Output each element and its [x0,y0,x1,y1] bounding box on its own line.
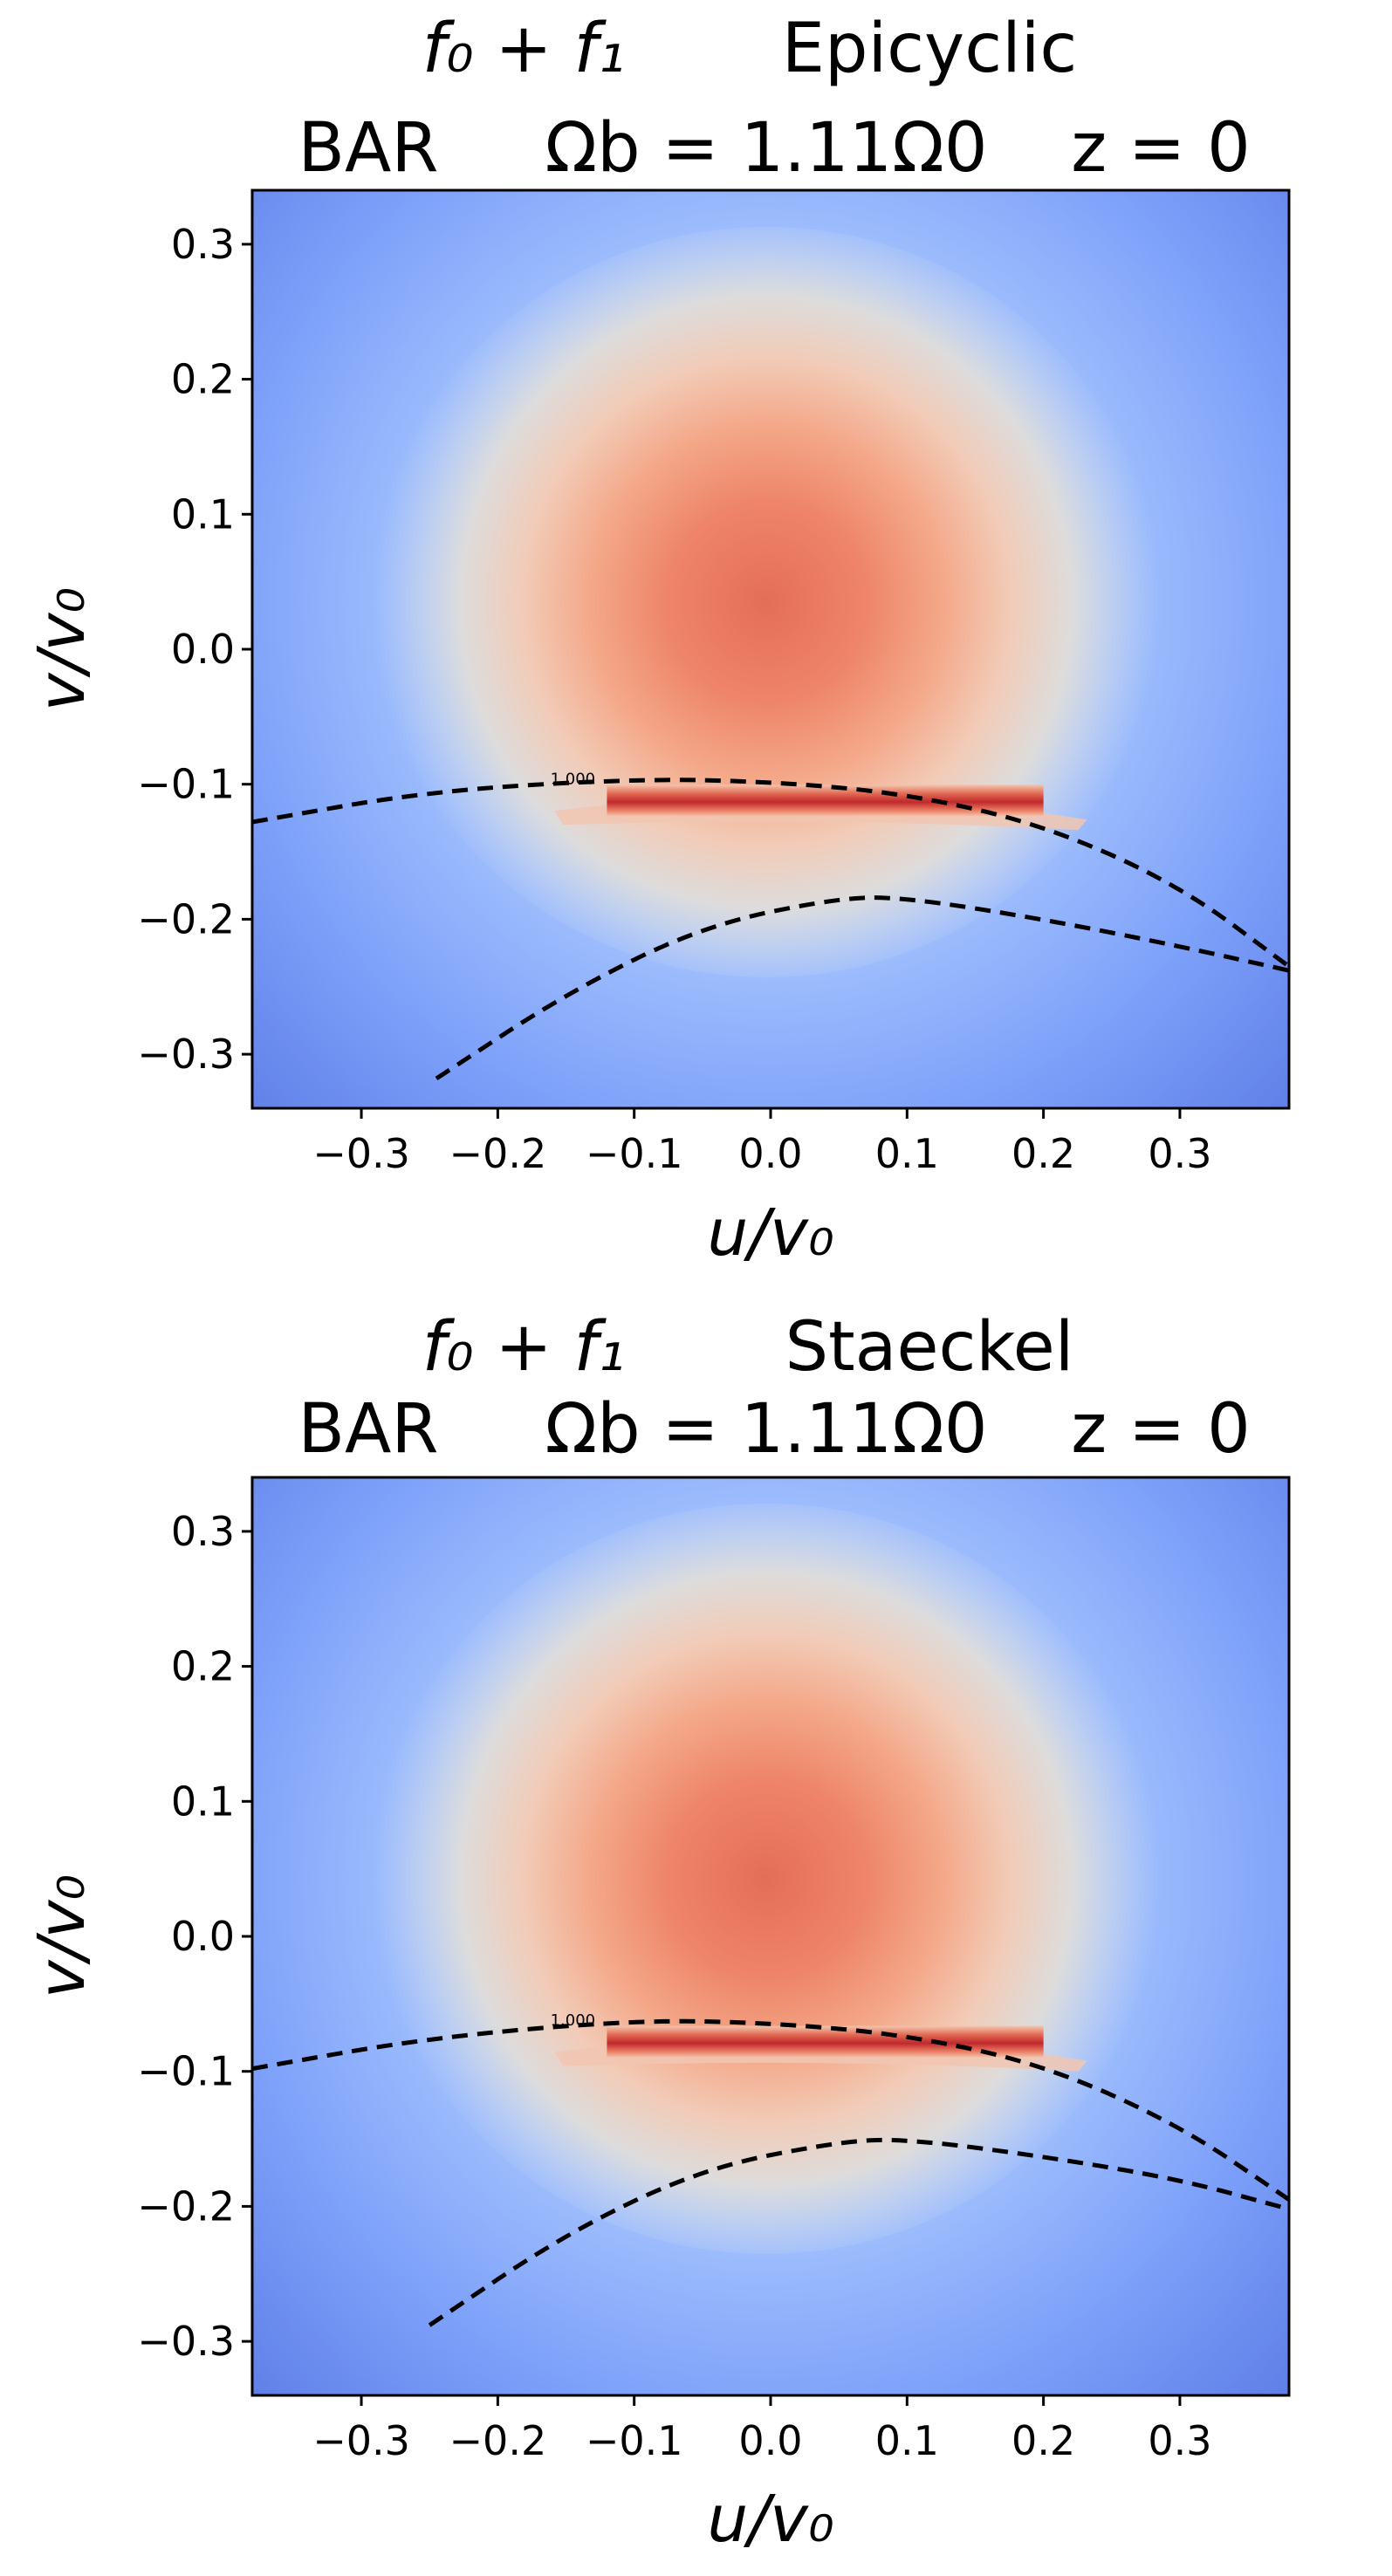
y-tick-label: −0.1 [137,761,235,808]
heatmap-blob [374,1504,1159,2254]
panel-title-omega: Ωb = 1.11Ω0 [545,109,988,188]
x-tick-label: 0.1 [875,2417,939,2464]
y-axis-ticks: 0.3 0.2 0.1 0.0 −0.1 −0.2 −0.3 [137,221,252,1078]
x-tick-label: 0.2 [1011,2417,1075,2464]
x-tick-label: 0.3 [1148,2417,1211,2464]
x-tick-label: 0.3 [1148,1130,1211,1177]
y-axis-label: v/v₀ [24,587,99,711]
y-tick-label: −0.3 [137,1031,235,1078]
panel-title-z: z = 0 [1071,1390,1251,1469]
x-tick-label: 0.0 [738,2417,802,2464]
y-tick-label: −0.2 [137,895,235,942]
x-tick-label: −0.1 [586,1130,683,1177]
y-tick-label: −0.2 [137,2182,235,2230]
panel-title-right: Staeckel [785,1308,1074,1387]
x-tick-label: 0.0 [738,1130,802,1177]
dashed-curves [251,778,1291,1081]
x-tick-label: −0.2 [449,2417,547,2464]
y-tick-label: 0.2 [171,1643,235,1690]
y-tick-label: 0.2 [171,356,235,403]
x-tick-label: 0.2 [1011,1130,1075,1177]
x-tick-label: −0.1 [586,2417,683,2464]
contour-label: 1.000 [551,2011,596,2030]
panel-title-bar: BAR [298,109,438,188]
dashed-curve-lower [435,895,1290,1081]
panel-title-right: Epicyclic [782,10,1078,88]
panel-title-left: f₀ + f₁ [422,10,625,88]
x-axis-ticks: −0.3 −0.2 −0.1 0.0 0.1 0.2 0.3 [312,1108,1212,1177]
dashed-curve-upper [251,2018,1291,2202]
x-tick-label: −0.3 [312,1130,410,1177]
heatmap-blob [374,227,1159,977]
resonance-band [554,784,1087,831]
y-axis-label: v/v₀ [24,1874,99,1998]
resonance-band-core [607,2025,1044,2058]
y-tick-label: 0.0 [171,626,235,673]
x-tick-label: −0.3 [312,2417,410,2464]
panel-title-bar: BAR [298,1390,438,1469]
y-tick-label: 0.3 [171,221,235,268]
resonance-band [554,2025,1087,2072]
panel-epicyclic: f₀ + f₁ Epicyclic BAR Ωb = 1.11Ω0 z = 0 … [24,10,1291,1271]
panel-staeckel: f₀ + f₁ Staeckel BAR Ωb = 1.11Ω0 z = 0 1… [24,1308,1291,2557]
x-axis-ticks: −0.3 −0.2 −0.1 0.0 0.1 0.2 0.3 [312,2395,1212,2464]
dashed-curves [251,2018,1291,2327]
y-axis-ticks: 0.3 0.2 0.1 0.0 −0.1 −0.2 −0.3 [137,1508,252,2365]
panel-title-left: f₀ + f₁ [422,1308,625,1387]
x-axis-label: u/v₀ [707,2482,833,2557]
dashed-curve-lower [428,2137,1290,2327]
resonance-band-core [607,784,1044,817]
y-tick-label: 0.0 [171,1913,235,1960]
x-tick-label: 0.1 [875,1130,939,1177]
y-tick-label: 0.3 [171,1508,235,1555]
panel-title-z: z = 0 [1071,109,1251,188]
y-tick-label: −0.3 [137,2318,235,2365]
dashed-curve-upper [251,778,1291,969]
y-tick-label: 0.1 [171,1778,235,1825]
x-tick-label: −0.2 [449,1130,547,1177]
contour-label: 1.000 [551,771,596,789]
panel-title-omega: Ωb = 1.11Ω0 [545,1390,988,1469]
x-axis-label: u/v₀ [707,1196,833,1271]
y-tick-label: 0.1 [171,490,235,538]
y-tick-label: −0.1 [137,2048,235,2095]
